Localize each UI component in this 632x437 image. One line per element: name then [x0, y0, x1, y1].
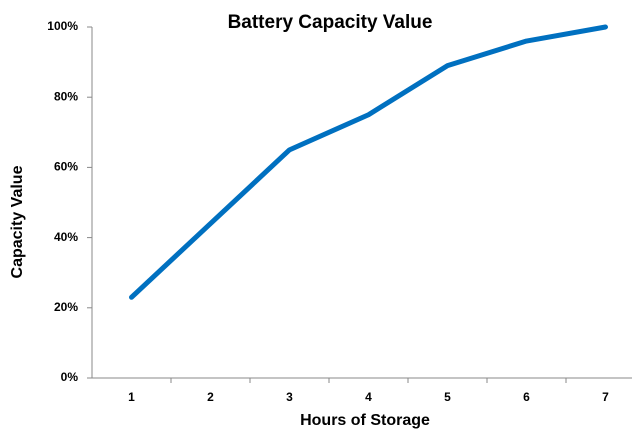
x-axis-label: Hours of Storage [300, 412, 430, 429]
x-tick-label: 6 [523, 390, 530, 404]
y-tick-label: 80% [54, 89, 78, 103]
y-tick-label: 60% [54, 160, 78, 174]
y-tick-label: 100% [47, 19, 78, 33]
x-tick-label: 3 [286, 390, 293, 404]
data-line [129, 24, 608, 300]
chart-title: Battery Capacity Value [228, 12, 433, 33]
x-tick-label: 1 [128, 390, 135, 404]
x-tick-label: 7 [602, 390, 609, 404]
x-tick-label: 5 [444, 390, 451, 404]
y-tick-label: 40% [54, 230, 78, 244]
x-tick-label: 4 [365, 390, 372, 404]
y-tick-label: 0% [61, 370, 79, 384]
y-axis-label: Capacity Value [9, 165, 26, 278]
x-tick-label: 2 [207, 390, 214, 404]
y-tick-label: 20% [54, 300, 78, 314]
